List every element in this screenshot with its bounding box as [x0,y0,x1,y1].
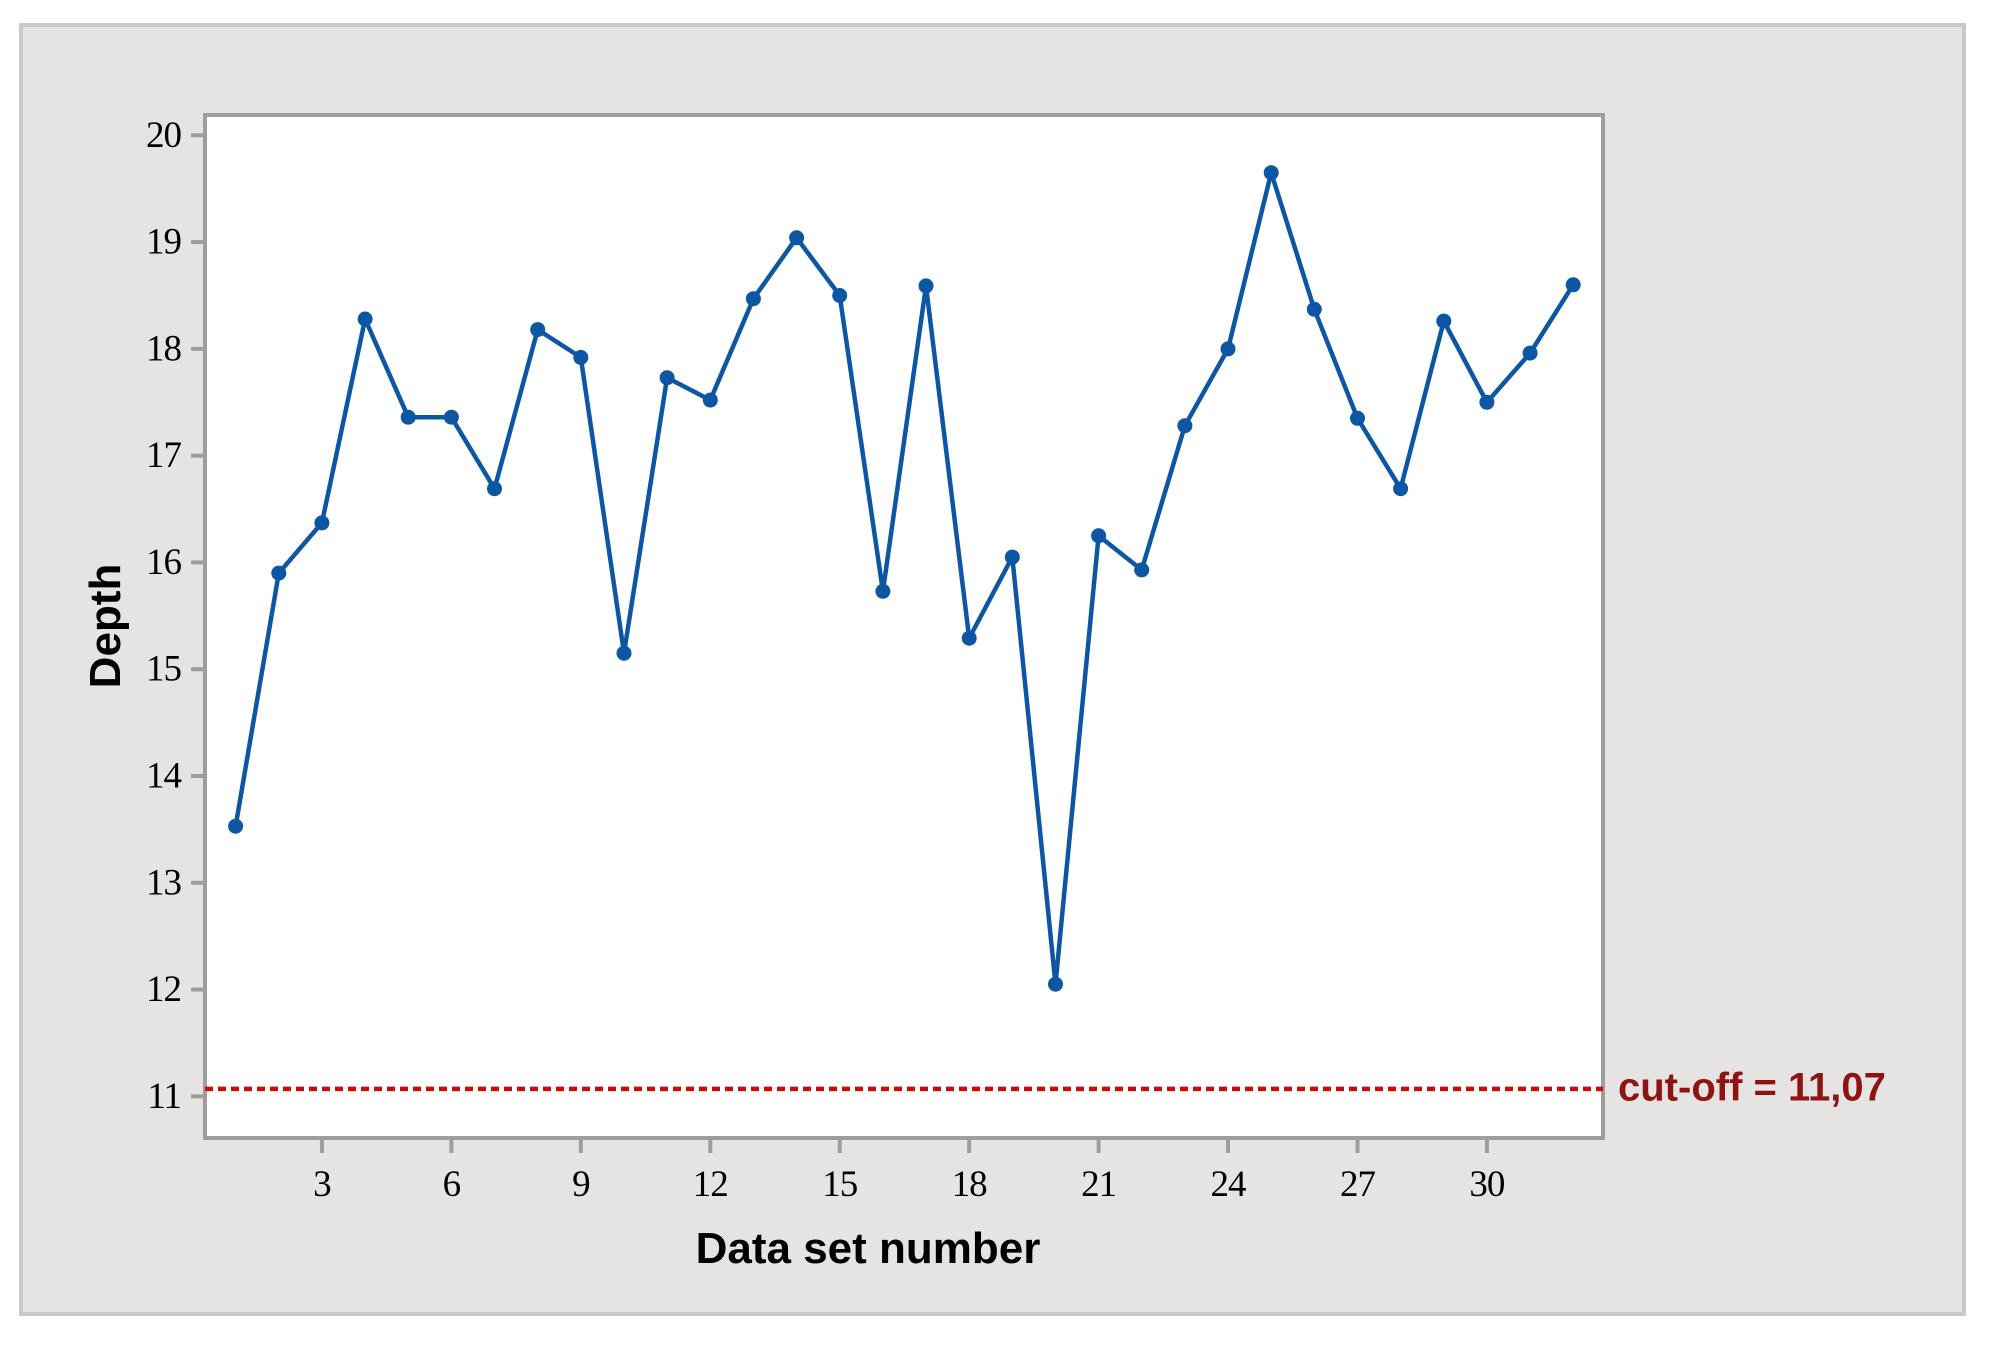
data-point-marker [832,288,848,303]
data-point-marker [271,565,287,581]
data-point-marker [573,349,589,365]
x-tick-label: 9 [572,1164,590,1205]
x-axis-title: Data set number [695,1224,1041,1273]
data-point-marker [961,630,977,646]
data-point-marker [357,311,373,327]
y-tick-label: 14 [146,755,182,796]
data-point-marker [616,645,632,661]
data-point-marker [1393,481,1409,497]
data-point-marker [314,515,330,531]
x-tick-label: 12 [693,1164,728,1205]
data-point-marker [918,278,934,294]
x-tick-label: 6 [443,1164,461,1205]
y-tick-label: 18 [146,328,182,369]
data-point-marker [1565,277,1581,293]
x-tick-label: 18 [952,1164,988,1205]
y-tick-label: 13 [146,862,182,903]
data-point-marker [1177,418,1193,434]
y-tick-label: 12 [146,969,181,1010]
data-point-marker [789,230,805,246]
x-tick-label: 15 [822,1164,858,1205]
y-axis-title: Depth [81,563,130,689]
data-point-marker [228,818,244,834]
x-tick-label: 24 [1211,1164,1247,1205]
data-point-marker [1263,165,1279,181]
data-point-marker [1350,410,1365,426]
data-point-marker [1004,549,1020,565]
data-point-marker [745,291,761,307]
data-point-marker [1091,528,1107,544]
data-point-marker [1436,313,1452,329]
y-tick-label: 15 [146,649,182,690]
plot-area [203,113,1605,1140]
data-point-marker [1220,341,1236,357]
x-tick-label: 30 [1469,1164,1505,1205]
data-point-marker [1306,301,1322,317]
data-point-marker [443,409,459,425]
x-tick-label: 3 [313,1164,331,1205]
data-point-marker [1134,562,1150,578]
data-point-marker [659,370,675,386]
data-point-marker [1522,345,1538,361]
y-tick-label: 11 [147,1076,181,1117]
data-point-marker [1479,394,1495,410]
series-line [233,164,1576,985]
x-tick-label: 21 [1081,1164,1116,1205]
x-tick-label: 27 [1340,1164,1376,1205]
data-point-marker [702,392,718,408]
data-point-marker [400,409,416,425]
data-point-marker [875,583,891,599]
y-tick-label: 16 [146,542,182,583]
y-tick-label: 20 [146,115,182,156]
data-point-marker [530,322,546,338]
y-tick-label: 19 [146,222,181,263]
data-point-marker [1048,976,1063,992]
cutoff-annotation: cut-off = 11,07 [1618,1065,1886,1110]
y-tick-label: 17 [146,435,182,476]
data-point-marker [487,481,502,497]
